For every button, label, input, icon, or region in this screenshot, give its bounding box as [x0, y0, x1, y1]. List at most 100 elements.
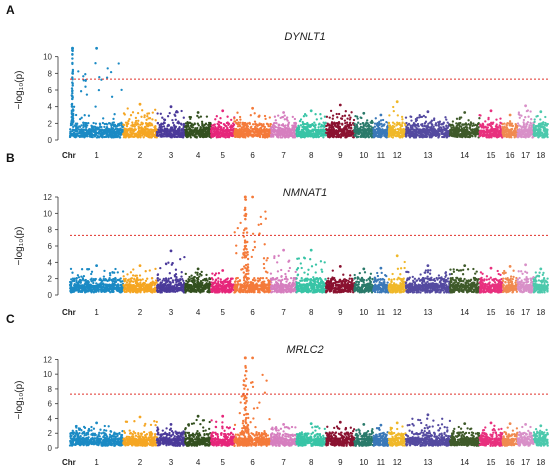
snp-point	[427, 132, 429, 134]
peak-point	[71, 103, 73, 105]
snp-point	[508, 130, 510, 132]
snp-point	[204, 133, 206, 135]
snp-point	[258, 124, 260, 126]
chr-label-10: 10	[359, 151, 368, 160]
snp-point	[233, 117, 235, 119]
snp-point	[497, 128, 499, 130]
snp-point	[470, 121, 472, 123]
snp-point	[178, 136, 180, 138]
snp-point	[430, 126, 432, 128]
snp-point	[200, 126, 202, 128]
snp-point	[267, 135, 269, 137]
snp-point	[302, 122, 304, 124]
snp-point	[288, 131, 290, 133]
snp-point	[118, 129, 120, 131]
snp-point	[381, 125, 383, 127]
snp-point	[474, 133, 476, 135]
snp-point	[153, 134, 155, 136]
snp-point	[181, 135, 183, 137]
y-tick-label: 2	[48, 119, 53, 128]
snp-point	[80, 124, 82, 126]
snp-point	[202, 135, 204, 137]
snp-point	[353, 123, 355, 125]
snp-point	[106, 77, 108, 79]
snp-point	[211, 135, 213, 137]
snp-point	[218, 125, 220, 127]
snp-point	[220, 122, 222, 124]
snp-point	[534, 118, 536, 120]
snp-point	[291, 124, 293, 126]
snp-point	[225, 133, 227, 135]
snp-point	[377, 136, 379, 138]
snp-point	[367, 122, 369, 124]
snp-point	[459, 117, 461, 119]
snp-point	[94, 105, 96, 107]
panel-letter: B	[6, 151, 15, 165]
snp-point	[71, 272, 73, 274]
snp-point	[465, 126, 467, 128]
snp-point	[349, 116, 351, 118]
snp-point	[111, 279, 113, 281]
peak-point	[72, 69, 74, 71]
snp-point	[441, 132, 443, 134]
snp-point	[487, 118, 489, 120]
snp-point	[87, 122, 89, 124]
snp-point	[360, 126, 362, 128]
snp-point	[202, 126, 204, 128]
snp-point	[533, 126, 535, 128]
snp-point	[261, 133, 263, 135]
snp-point	[328, 126, 330, 128]
snp-point	[380, 123, 382, 125]
snp-point	[329, 116, 331, 118]
snp-point	[100, 136, 102, 138]
snp-point	[200, 115, 202, 117]
snp-point	[90, 132, 92, 134]
snp-point	[88, 115, 90, 117]
snp-point	[502, 132, 504, 134]
snp-point	[382, 119, 384, 121]
chr-max-point	[509, 114, 512, 117]
snp-point	[401, 129, 403, 131]
snp-point	[415, 129, 417, 131]
snp-point	[235, 131, 237, 133]
chr-max-point	[427, 110, 430, 113]
snp-point	[161, 132, 163, 134]
snp-point	[112, 127, 114, 129]
snp-point	[103, 136, 105, 138]
snp-point	[258, 114, 260, 116]
snp-point	[504, 134, 506, 136]
snp-point	[350, 111, 352, 113]
snp-point	[419, 114, 421, 116]
snp-point	[256, 124, 258, 126]
snp-point	[543, 136, 545, 138]
snp-point	[356, 123, 358, 125]
snp-point	[519, 117, 521, 119]
snp-point	[83, 279, 85, 281]
snp-point	[223, 124, 225, 126]
snp-point	[319, 113, 321, 115]
snp-point	[82, 75, 84, 77]
snp-point	[301, 126, 303, 128]
snp-point	[93, 278, 95, 280]
snp-point	[82, 289, 84, 291]
snp-point	[503, 126, 505, 128]
snp-point	[318, 133, 320, 135]
snp-point	[437, 136, 439, 138]
snp-point	[341, 115, 343, 117]
snp-point	[211, 124, 213, 126]
snp-point	[292, 116, 294, 118]
snp-point	[539, 118, 541, 120]
snp-point	[495, 125, 497, 127]
snp-point	[517, 130, 519, 132]
y-tick-label: 10	[43, 209, 52, 218]
snp-point	[113, 113, 115, 115]
snp-point	[144, 114, 146, 116]
snp-point	[163, 125, 165, 127]
snp-point	[198, 116, 200, 118]
snp-point	[354, 127, 356, 129]
snp-point	[185, 133, 187, 135]
snp-point	[286, 119, 288, 121]
snp-point	[443, 136, 445, 138]
snp-point	[243, 128, 245, 130]
snp-point	[479, 125, 481, 127]
